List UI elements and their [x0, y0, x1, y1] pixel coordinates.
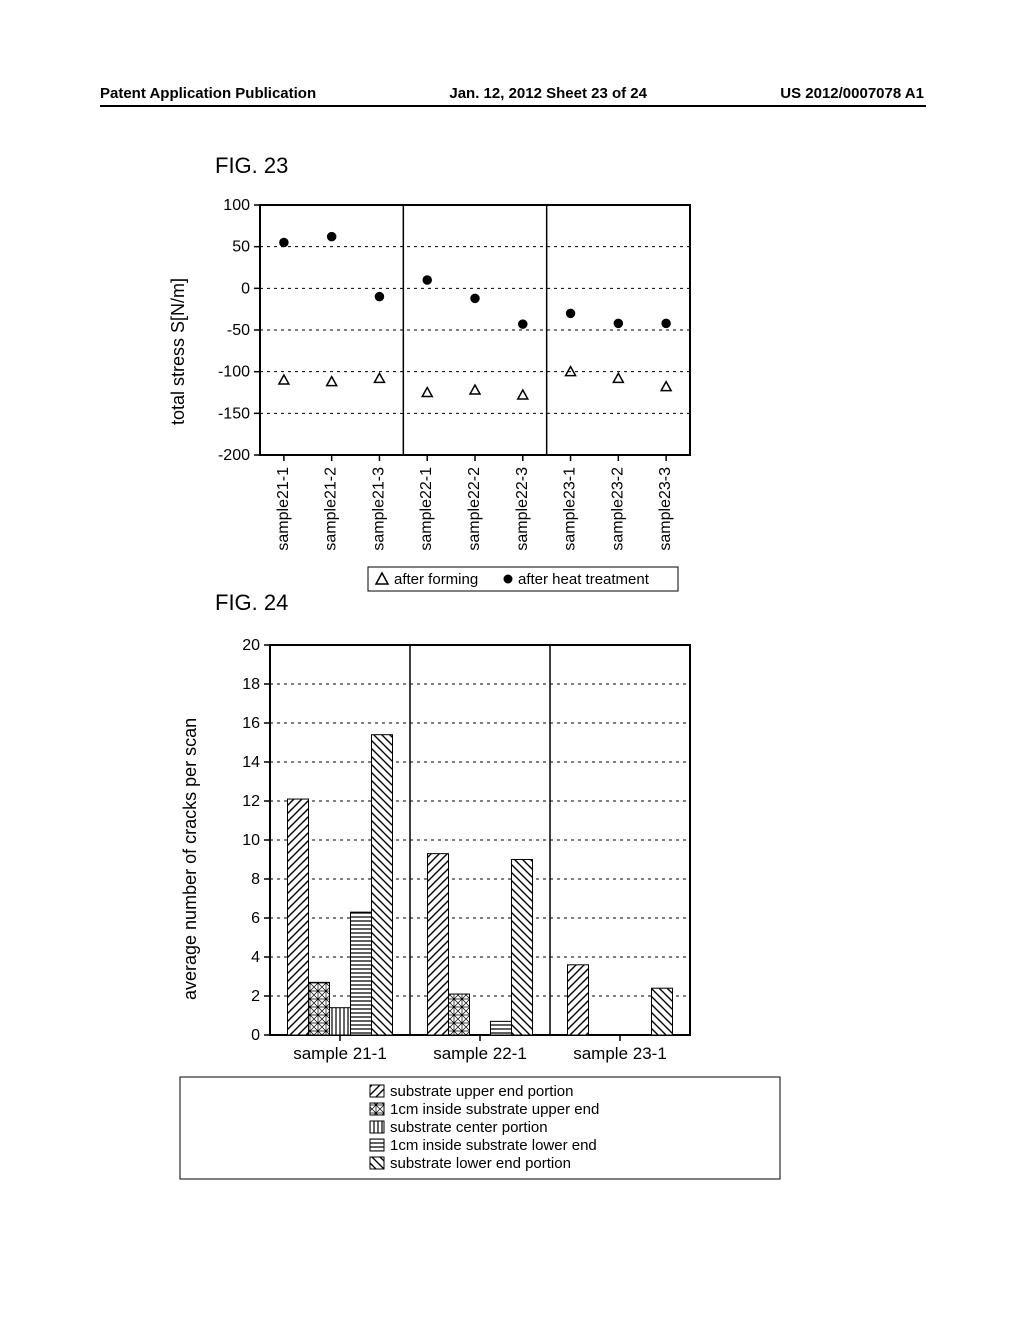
fig24-ylabel: average number of cracks per scan: [180, 718, 201, 1000]
svg-text:20: 20: [242, 637, 260, 654]
fig24-svg: 0 2 4 6 8 10 12 14 16 18 20 sample 21-1 sample 22-1 s…: [170, 635, 710, 1195]
svg-text:sample23-1: sample23-1: [562, 467, 579, 551]
svg-text:0: 0: [241, 280, 250, 297]
svg-text:18: 18: [242, 676, 260, 693]
svg-text:sample22-2: sample22-2: [466, 467, 483, 551]
svg-text:-100: -100: [218, 364, 250, 381]
fig23-chart: total stress S[N/m] -200 -150 -100 -50 0 50 10…: [170, 195, 710, 465]
header-rule: [100, 105, 926, 107]
svg-text:sample21-2: sample21-2: [323, 467, 340, 551]
svg-text:-50: -50: [227, 322, 250, 339]
svg-text:16: 16: [242, 715, 260, 732]
header-center: Jan. 12, 2012 Sheet 23 of 24: [449, 85, 647, 102]
fig23-ylabel: total stress S[N/m]: [168, 278, 189, 425]
svg-text:100: 100: [223, 197, 250, 214]
svg-text:sample 23-1: sample 23-1: [573, 1044, 667, 1063]
svg-text:2: 2: [251, 988, 260, 1005]
svg-text:sample21-3: sample21-3: [370, 467, 387, 551]
header-right: US 2012/0007078 A1: [780, 85, 924, 102]
svg-text:sample 22-1: sample 22-1: [433, 1044, 527, 1063]
svg-text:1cm inside substrate lower end: 1cm inside substrate lower end: [390, 1137, 597, 1154]
svg-text:12: 12: [242, 793, 260, 810]
svg-text:1cm inside substrate upper end: 1cm inside substrate upper end: [390, 1101, 599, 1118]
svg-text:sample 21-1: sample 21-1: [293, 1044, 387, 1063]
svg-text:after forming: after forming: [394, 571, 478, 588]
svg-text:substrate upper end portion: substrate upper end portion: [390, 1083, 573, 1100]
svg-text:8: 8: [251, 871, 260, 888]
svg-text:substrate center portion: substrate center portion: [390, 1119, 548, 1136]
fig23-label: FIG. 23: [215, 153, 288, 179]
header-left: Patent Application Publication: [100, 85, 316, 102]
svg-text:sample22-3: sample22-3: [514, 467, 531, 551]
svg-text:sample23-2: sample23-2: [609, 467, 626, 551]
svg-text:6: 6: [251, 910, 260, 927]
fig24-label: FIG. 24: [215, 590, 288, 616]
svg-text:sample22-1: sample22-1: [418, 467, 435, 551]
svg-text:10: 10: [242, 832, 260, 849]
page-header: Patent Application Publication Jan. 12, …: [100, 85, 924, 102]
svg-text:-150: -150: [218, 405, 250, 422]
svg-text:substrate lower end portion: substrate lower end portion: [390, 1155, 571, 1172]
svg-text:14: 14: [242, 754, 260, 771]
svg-text:50: 50: [232, 239, 250, 256]
svg-text:-200: -200: [218, 447, 250, 464]
svg-text:4: 4: [251, 949, 260, 966]
fig23-svg: -200 -150 -100 -50 0 50 100 sample21-1 sample21-…: [170, 195, 710, 595]
svg-text:sample21-1: sample21-1: [275, 467, 292, 551]
fig24-chart: average number of cracks per scan 024681…: [170, 635, 710, 1035]
svg-text:sample23-3: sample23-3: [657, 467, 674, 551]
svg-text:after heat treatment: after heat treatment: [518, 571, 650, 588]
svg-text:0: 0: [251, 1027, 260, 1044]
